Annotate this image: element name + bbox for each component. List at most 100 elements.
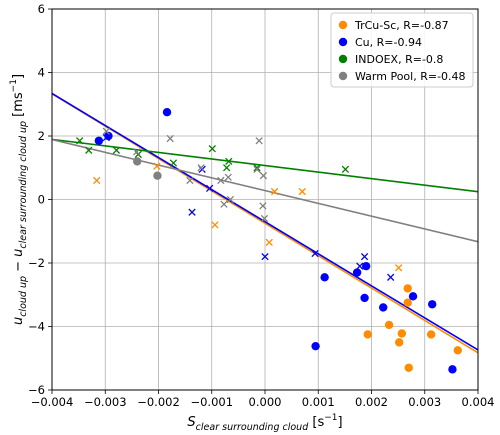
x-marker-stroke [197, 164, 205, 172]
x-tick-label: 0.002 [355, 395, 388, 409]
x-marker [76, 137, 84, 145]
x-marker-stroke [341, 165, 350, 173]
circle-marker [384, 320, 394, 330]
x-marker [85, 146, 93, 154]
x-marker [260, 214, 269, 223]
fit-line [52, 138, 478, 243]
x-marker-stroke [298, 187, 306, 196]
fit-line [52, 138, 478, 193]
fit-line [52, 92, 478, 351]
x-marker [394, 264, 403, 272]
x-marker [298, 187, 306, 196]
circle-marker [361, 261, 371, 271]
x-marker-stroke [394, 264, 403, 272]
x-marker [102, 133, 110, 142]
x-marker-stroke [259, 202, 267, 210]
y-tick-label: −6 [28, 383, 45, 397]
x-marker [341, 165, 350, 173]
x-axis-label-main: S [187, 415, 195, 430]
x-marker-stroke [387, 273, 395, 281]
circle-marker [162, 107, 172, 117]
fit-lines [52, 92, 478, 354]
x-marker [255, 137, 263, 145]
x-marker [360, 252, 369, 261]
circle-marker [453, 346, 462, 355]
legend-marker [338, 54, 348, 64]
circle-marker [311, 341, 320, 351]
x-tick-label: 0.003 [408, 395, 441, 409]
x-marker [169, 159, 178, 167]
legend-label: INDOEX, R=-0.8 [355, 53, 443, 66]
circle-marker [379, 303, 388, 312]
x-marker [253, 164, 261, 172]
x-marker-stroke [253, 165, 261, 173]
x-marker-stroke [102, 127, 110, 135]
x-axis-label-unit-sup: −1 [324, 413, 337, 423]
x-marker [356, 262, 364, 270]
x-marker [186, 176, 194, 185]
legend-label: Cu, R=-0.94 [355, 36, 422, 49]
x-marker-stroke [225, 157, 233, 166]
circle-marker [397, 329, 407, 338]
x-marker [205, 184, 214, 193]
x-marker-stroke [76, 137, 84, 145]
x-tick-label: −0.002 [137, 395, 180, 409]
legend: TrCu-Sc, R=-0.87 Cu, R=-0.94 INDOEX, R=-0.… [330, 12, 474, 88]
x-marker [217, 176, 225, 185]
y-tick-label: 2 [38, 129, 45, 143]
y-tick-label: 4 [38, 66, 45, 80]
y-axis-label-p2-sub: clear surrounding cloud up [18, 121, 29, 249]
x-marker-stroke [169, 159, 178, 167]
x-marker-stroke [205, 184, 214, 193]
circle-marker [363, 330, 372, 339]
x-marker-stroke [255, 137, 263, 145]
x-marker-stroke [356, 262, 364, 270]
circle-marker [94, 136, 104, 145]
y-axis-label-unit: [ms [11, 92, 26, 121]
x-marker-stroke [102, 133, 110, 142]
circle-marker [153, 171, 162, 180]
x-tick-label: −0.004 [31, 395, 74, 409]
x-marker [226, 195, 235, 204]
x-marker [261, 252, 269, 261]
x-axis-label-sub: clear surrounding cloud [196, 422, 310, 433]
x-marker-stroke [133, 148, 141, 156]
x-marker-stroke [134, 150, 142, 159]
legend-marker [338, 71, 348, 81]
x-marker-stroke [253, 164, 261, 172]
x-marker [93, 176, 101, 185]
x-marker-stroke [360, 252, 369, 261]
x-axis-label-unit-end: ] [338, 415, 343, 430]
x-marker-stroke [166, 134, 174, 143]
x-marker [223, 164, 231, 172]
x-marker-stroke [265, 238, 273, 247]
legend-label: Warm Pool, R=-0.48 [355, 70, 466, 83]
x-marker [166, 134, 174, 143]
x-tick-label: 0.004 [462, 395, 495, 409]
x-marker-stroke [188, 208, 196, 216]
x-marker [253, 165, 261, 173]
circle-marker [352, 268, 362, 277]
circle-marker [404, 363, 413, 372]
x-marker [188, 208, 196, 216]
y-tick-label: 6 [38, 2, 45, 16]
x-marker-stroke [153, 162, 161, 170]
x-marker [102, 127, 110, 135]
x-marker [259, 202, 267, 210]
x-tick-label: 0.000 [249, 395, 282, 409]
circle-marker [428, 300, 437, 309]
x-marker-stroke [223, 164, 231, 172]
circle-marker [394, 338, 404, 347]
x-marker-stroke [93, 176, 101, 185]
x-marker-stroke [259, 172, 268, 180]
x-marker-stroke [112, 146, 121, 154]
legend-marker [338, 20, 348, 30]
x-axis-label-unit: [s [308, 415, 324, 430]
y-axis-label-p2: − u [11, 249, 26, 276]
x-tick-label: 0.001 [302, 395, 335, 409]
y-tick-label: −4 [28, 320, 45, 334]
x-marker-stroke [208, 145, 216, 153]
x-marker-stroke [220, 200, 228, 208]
legend-box [330, 12, 474, 88]
